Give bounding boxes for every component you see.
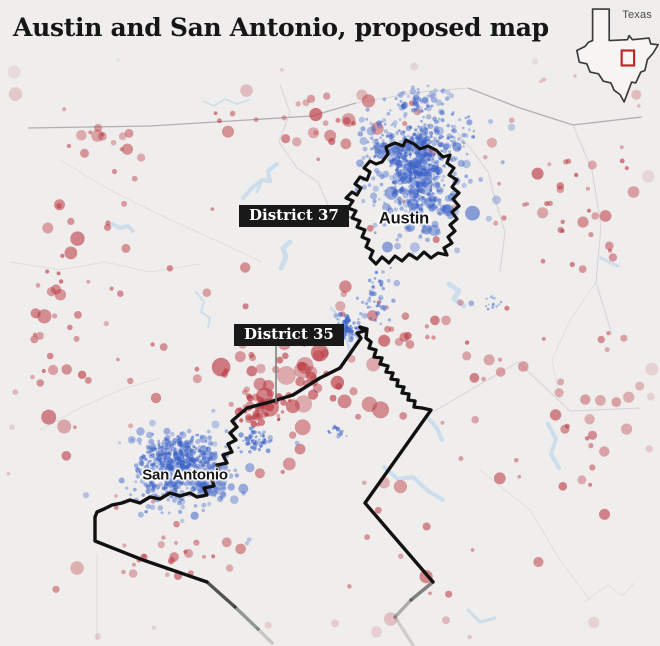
- district-boundaries-layer: [93, 138, 461, 646]
- texas-map-icon: [576, 8, 659, 103]
- district-35-label: District 35: [234, 324, 344, 346]
- water-features-layer: [110, 98, 620, 624]
- page-title: Austin and San Antonio, proposed map: [13, 13, 549, 42]
- texas-inset-svg: [576, 8, 659, 103]
- county-lines-layer: [9, 84, 643, 640]
- san-antonio-city-label: San Antonio: [142, 466, 228, 484]
- republican-dots-top-layer: [211, 337, 390, 439]
- district-37-label: District 37: [239, 205, 349, 227]
- democrat-dots-layer: [82, 84, 516, 546]
- republican-dots-layer: [6, 57, 659, 640]
- texas-locator-inset: Texas: [576, 2, 659, 109]
- texas-highlight-box: [620, 49, 636, 67]
- texas-inset-label: Texas: [622, 9, 652, 21]
- austin-city-label: Austin: [378, 209, 430, 228]
